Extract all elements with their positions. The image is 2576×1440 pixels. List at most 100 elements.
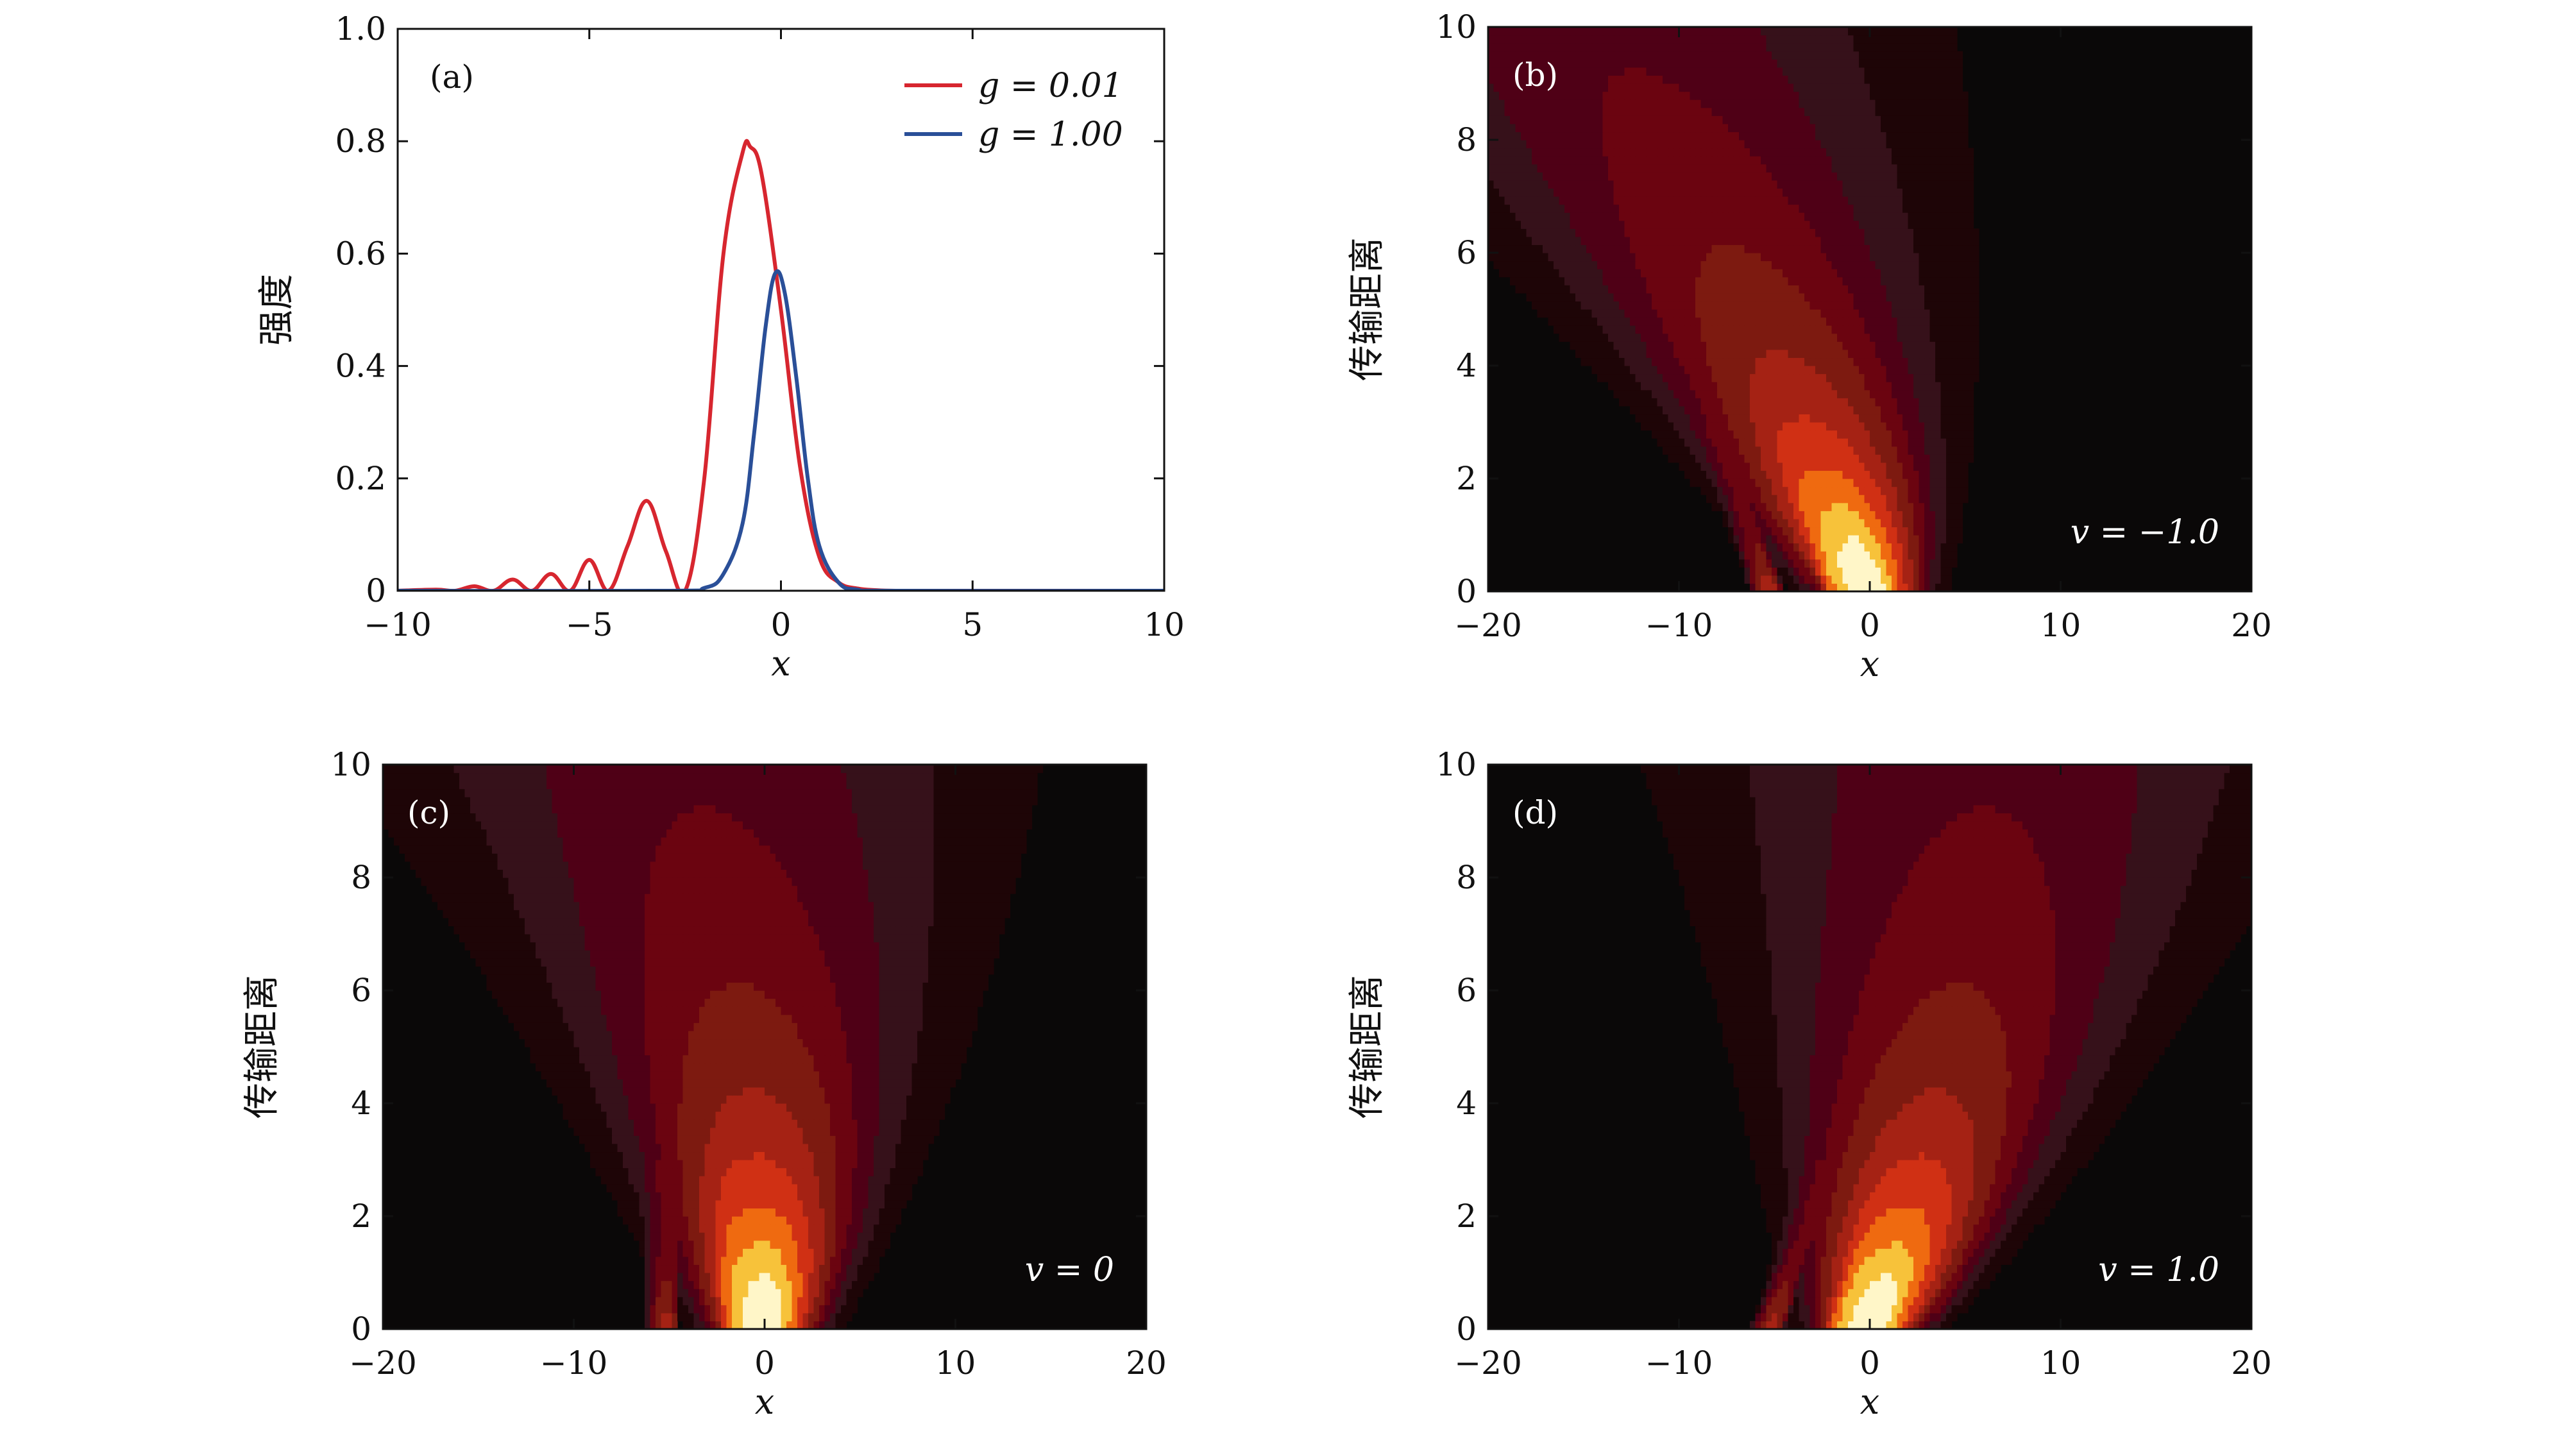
heatmap-cell [1848,446,1854,455]
heatmap-cell [1554,285,1560,294]
heatmap-cell [1548,196,1554,205]
heatmap-cell [1499,51,1505,60]
heatmap-cell [1793,172,1800,181]
heatmap-cell [1940,495,1947,504]
heatmap-cell [1728,349,1734,359]
heatmap-cell [1842,244,1849,253]
heatmap-cell [1935,107,1942,116]
heatmap-cell [1870,164,1876,173]
heatmap-cell [1809,188,1816,197]
heatmap-cell [1652,414,1658,423]
heatmap-cell [1766,551,1772,560]
heatmap-cell [1815,309,1822,318]
heatmap-cell [1488,99,1495,108]
heatmap-cell [1613,99,1620,108]
heatmap-cell [1564,59,1571,68]
heatmap-cell [1848,575,1854,584]
heatmap-cell [1870,389,1876,398]
heatmap [1488,27,2251,591]
heatmap-cell [1646,188,1652,197]
heatmap-cell [1902,292,1909,302]
heatmap-cell [1793,373,1800,382]
heatmap-cell [1755,454,1761,463]
heatmap-cell [1695,180,1702,189]
heatmap-cell [1842,438,1849,447]
heatmap-cell [1809,43,1816,52]
heatmap-cell [1946,454,1953,463]
heatmap-cell [1728,357,1734,366]
heatmap-cell [1864,422,1870,431]
heatmap-cell [1788,43,1794,52]
heatmap-cell [1826,333,1833,342]
heatmap-cell [1766,502,1772,511]
heatmap-cell [1700,276,1707,285]
heatmap-cell [1515,164,1521,173]
heatmap-cell [1804,236,1811,246]
heatmap-cell [1777,131,1783,140]
heatmap-cell [1575,140,1582,149]
heatmap-cell [1750,236,1756,246]
heatmap-cell [1783,123,1789,133]
heatmap-cell [1935,276,1942,285]
heatmap-cell [1532,228,1538,237]
heatmap-cell [1935,559,1942,568]
heatmap-cell [1663,212,1669,221]
heatmap-cell [1815,301,1822,310]
heatmap-cell [1826,253,1833,262]
heatmap-cell [1613,260,1620,269]
heatmap-cell [1591,269,1598,278]
heatmap-cell [1641,357,1647,366]
heatmap-cell [1820,583,1827,591]
heatmap-cell [1848,559,1854,568]
heatmap-cell [1695,292,1702,302]
heatmap-cell [1777,43,1783,52]
heatmap-cell [1962,357,1969,366]
heatmap-cell [1957,285,1963,294]
heatmap-cell [1962,228,1969,237]
heatmap-cell [1962,486,1969,495]
heatmap-cell [1919,220,1925,229]
heatmap-cell [1674,309,1680,318]
heatmap-cell [1537,115,1543,124]
heatmap-cell [1488,131,1495,140]
heatmap-cell [1957,414,1963,423]
heatmap-cell [1913,583,1920,591]
heatmap-cell [1837,479,1843,487]
heatmap-cell [1684,188,1691,197]
heatmap-cell [1831,148,1838,157]
heatmap-cell [1619,349,1625,359]
heatmap-cell [1935,285,1942,294]
heatmap-cell [1924,196,1931,205]
heatmap-cell [1559,301,1565,310]
heatmap-cell [1515,285,1521,294]
heatmap-cell [1799,470,1805,479]
heatmap-cell [1717,148,1724,157]
heatmap-cell [1886,462,1892,471]
heatmap-cell [1717,204,1724,213]
heatmap-cell [1663,164,1669,173]
heatmap-cell [1853,543,1860,552]
heatmap-cell [1809,438,1816,447]
heatmap-cell [1646,212,1652,221]
heatmap-cell [1902,269,1909,278]
heatmap-cell [1870,495,1876,504]
heatmap-cell [1886,366,1892,375]
heatmap-cell [1728,495,1734,504]
heatmap-cell [1679,292,1685,302]
heatmap-cell [1848,83,1854,92]
heatmap-cell [1859,527,1865,536]
heatmap-cell [1951,196,1958,205]
heatmap-cell [1913,236,1920,246]
heatmap-cell [1783,51,1789,60]
heatmap-cell [1488,83,1495,92]
heatmap-cell [1695,446,1702,455]
heatmap-cell [1722,518,1729,528]
heatmap-cell [1755,583,1761,591]
heatmap-cell [1793,276,1800,285]
heatmap-cell [1635,204,1641,213]
heatmap-cell [1793,123,1800,133]
heatmap-cell [1608,59,1614,68]
heatmap-cell [1831,188,1838,197]
heatmap-cell [1744,405,1750,415]
heatmap-cell [1722,341,1729,350]
